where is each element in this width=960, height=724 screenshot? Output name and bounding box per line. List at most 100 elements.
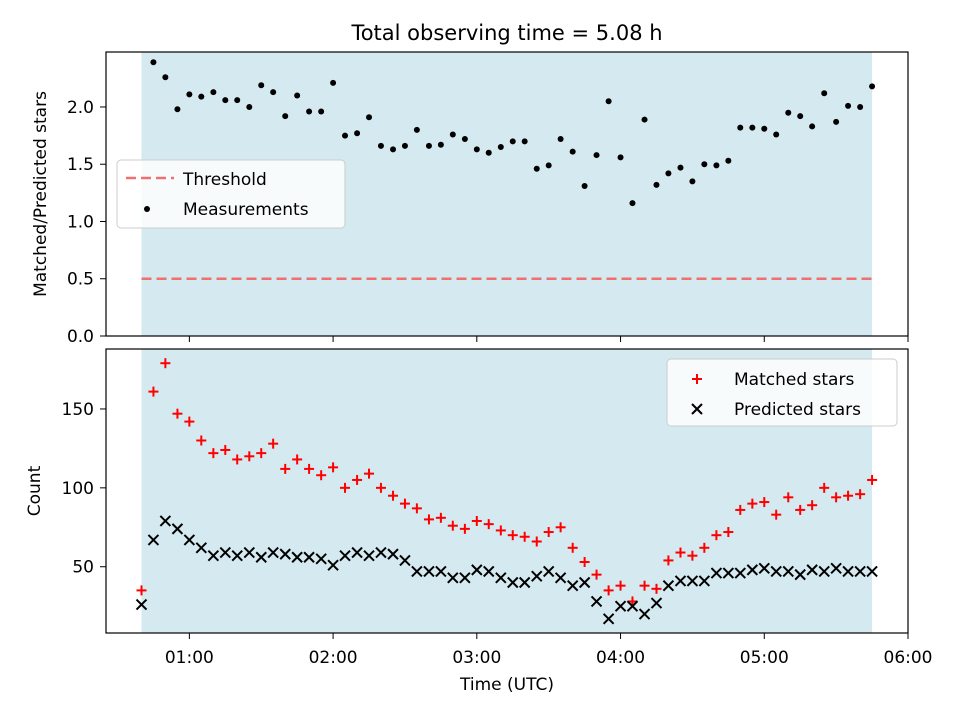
matched-star-point	[435, 512, 446, 523]
measurement-point	[186, 91, 193, 98]
measurement-point	[366, 114, 373, 121]
top-y-axis-label: Matched/Predicted stars	[31, 91, 51, 297]
matched-star-point	[208, 448, 219, 459]
predicted-star-point-b	[423, 565, 435, 578]
legend-predicted-swatch-b	[691, 403, 703, 415]
top-y-tick-label: 1.0	[67, 212, 94, 232]
predicted-star-point	[818, 565, 830, 578]
measurement-point	[737, 124, 744, 131]
bottom-panel: 50 100 150 01:00 02:00 03:00 04:00 05:00 06:00 Co…	[25, 348, 933, 695]
predicted-star-point-b	[830, 562, 842, 575]
measurement-point	[306, 108, 313, 115]
predicted-star-point	[650, 597, 663, 609]
predicted-star-point	[590, 595, 603, 608]
predicted-star-point-b	[554, 572, 567, 584]
matched-star-point	[591, 569, 602, 580]
matched-star-point	[232, 454, 243, 465]
predicted-star-point-b	[518, 576, 531, 589]
predicted-star-point-b	[399, 554, 411, 567]
predicted-star-point-b	[674, 575, 687, 587]
measurement-point	[270, 89, 277, 96]
predicted-star-point-b	[159, 515, 172, 527]
predicted-star-point-b	[195, 542, 207, 554]
predicted-star-point	[578, 576, 591, 589]
legend-matched-label: Matched stars	[734, 370, 854, 390]
measurement-point	[150, 59, 157, 66]
matched-star-point	[555, 522, 566, 533]
measurement-point	[761, 125, 768, 132]
predicted-star-point	[638, 608, 651, 620]
predicted-star-point-b	[854, 565, 866, 578]
matched-star-point	[304, 463, 315, 474]
measurement-point	[797, 113, 804, 120]
predicted-star-point-b	[411, 565, 423, 578]
matched-star-point	[459, 523, 470, 534]
predicted-star-point-b	[818, 565, 830, 578]
matched-star-point	[843, 490, 854, 501]
measurement-point	[593, 152, 600, 159]
predicted-star-point	[782, 565, 794, 578]
matched-star-point	[220, 444, 231, 455]
top-panel: 0.0 0.5 1.0 1.5 2.0 Matched/Predicted stars Th…	[31, 51, 909, 347]
matched-star-point	[867, 474, 878, 485]
measurement-point	[557, 136, 564, 143]
predicted-star-point	[566, 579, 579, 592]
measurement-point	[425, 142, 432, 149]
measurement-point	[401, 142, 408, 149]
matched-star-point	[244, 451, 255, 462]
predicted-star-point	[495, 572, 507, 584]
predicted-star-point	[854, 565, 866, 578]
matched-star-point	[352, 474, 363, 485]
matched-star-point	[256, 448, 267, 459]
matched-star-point	[495, 525, 506, 536]
bottom-y-tick-label: 100	[62, 479, 94, 499]
matched-star-point	[603, 585, 614, 596]
measurement-point	[162, 74, 169, 81]
bottom-y-tick-label: 50	[72, 558, 94, 578]
predicted-star-point-b	[495, 572, 507, 584]
predicted-star-point	[303, 551, 315, 563]
matched-star-point	[136, 585, 147, 596]
legend-threshold-label: Threshold	[182, 170, 267, 190]
predicted-star-point	[243, 546, 256, 559]
predicted-star-point-b	[662, 579, 675, 592]
predicted-star-point	[734, 567, 746, 579]
predicted-star-point	[770, 565, 782, 578]
matched-star-point	[687, 550, 698, 561]
measurement-point	[282, 113, 289, 120]
matched-star-point	[375, 482, 386, 493]
measurement-point	[689, 178, 696, 185]
predicted-star-point	[806, 564, 818, 576]
measurement-point	[821, 90, 828, 97]
measurement-point	[521, 138, 528, 145]
predicted-star-point	[159, 515, 172, 527]
predicted-star-point	[207, 549, 220, 562]
predicted-star-point-b	[758, 562, 770, 575]
predicted-star-point-b	[459, 572, 471, 584]
measurement-point	[749, 124, 756, 131]
predicted-star-point-b	[602, 613, 615, 625]
predicted-star-point	[279, 548, 291, 560]
measurement-point	[413, 126, 420, 133]
bottom-x-tick-label: 02:00	[309, 648, 358, 668]
bottom-x-tick-label: 01:00	[165, 648, 214, 668]
matched-star-point	[651, 583, 662, 594]
matched-star-point	[855, 489, 866, 500]
measurement-point	[497, 144, 504, 151]
matched-star-point	[675, 547, 686, 558]
matched-star-point	[519, 531, 530, 542]
predicted-star-point-b	[698, 575, 711, 587]
matched-star-point	[747, 498, 758, 509]
measurement-point	[701, 161, 708, 168]
predicted-star-point-b	[363, 549, 375, 562]
matched-star-point	[735, 504, 746, 515]
bottom-x-tick-label: 04:00	[596, 648, 645, 668]
predicted-star-point-b	[291, 551, 303, 563]
matched-star-point	[579, 557, 590, 567]
measurement-point	[461, 136, 468, 143]
predicted-star-point	[542, 565, 555, 578]
matched-star-point	[268, 438, 279, 449]
measurement-point	[845, 102, 852, 109]
predicted-star-point	[135, 598, 148, 611]
